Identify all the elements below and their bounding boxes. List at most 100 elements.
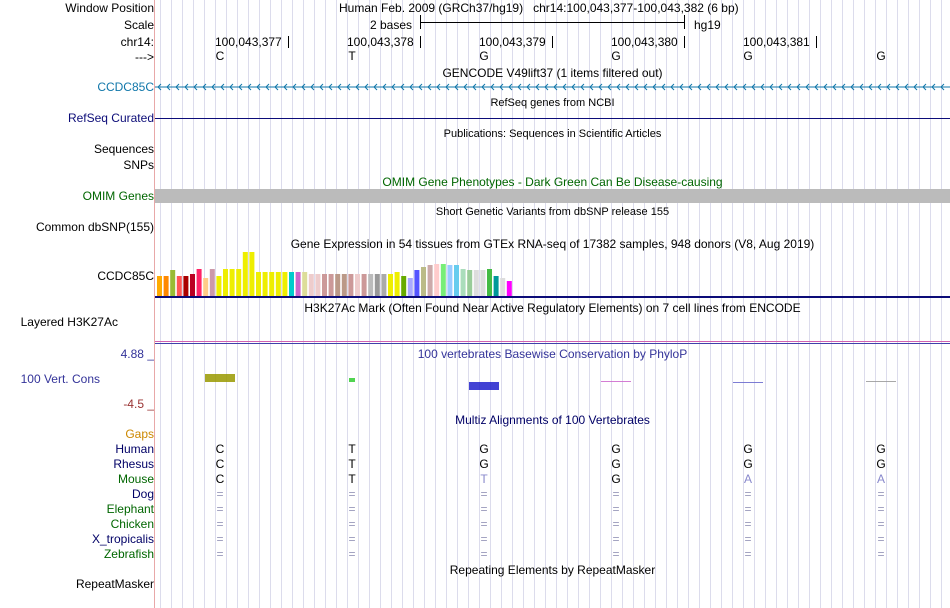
strand-chevron (526, 83, 531, 91)
gtex-tissue-bar (216, 276, 222, 296)
gtex-tissue-bar (348, 274, 354, 296)
grid-line (743, 0, 744, 608)
gencode-track-label[interactable]: CCDC85C (97, 80, 154, 94)
repeatmasker-track-title: Repeating Elements by RepeatMasker (449, 563, 656, 577)
grid-line (171, 0, 172, 608)
gencode-gene-feature[interactable] (155, 81, 950, 93)
grid-line (435, 0, 436, 608)
gtex-tissue-bar (183, 276, 189, 296)
strand-chevron (823, 83, 828, 91)
species-label[interactable]: Chicken (110, 517, 154, 531)
gtex-tissue-bar (427, 265, 433, 296)
species-label[interactable]: Rhesus (113, 457, 154, 471)
chrom-label: chr14: (120, 35, 154, 49)
sequences-track-label[interactable]: Sequences (93, 142, 154, 156)
phylop-score-mark (349, 378, 355, 382)
grid-line (336, 0, 337, 608)
strand-chevron (697, 83, 702, 91)
strand-chevron (157, 83, 162, 91)
phylop-conservation-plot[interactable] (155, 362, 950, 402)
omim-track-label[interactable]: OMIM Genes (82, 189, 154, 203)
species-label[interactable]: Dog (131, 487, 154, 501)
alignment-base: = (480, 532, 488, 546)
strand-chevron (850, 83, 855, 91)
alignment-base: = (877, 487, 885, 501)
grid-line (160, 0, 161, 608)
species-label[interactable]: Elephant (106, 502, 154, 516)
cons-track-label[interactable]: 100 Vert. Cons (20, 372, 100, 386)
grid-line (941, 0, 942, 608)
gtex-tissue-bar (381, 274, 387, 296)
gtex-tissue-bar (394, 272, 400, 296)
alignment-base: = (612, 487, 620, 501)
strand-label[interactable]: ---> (135, 50, 154, 64)
gtex-gene-line (155, 296, 950, 298)
refseq-gene-feature[interactable] (155, 118, 950, 119)
gaps-label[interactable]: Gaps (125, 427, 154, 441)
grid-line (204, 0, 205, 608)
track-image-area[interactable]: Human Feb. 2009 (GRCh37/hg19) chr14:100,… (155, 0, 950, 608)
ruler-coordinate: 100,043,380 (611, 35, 678, 49)
ruler-tick (552, 36, 553, 48)
gtex-tissue-bar (447, 265, 453, 296)
strand-chevron (589, 83, 594, 91)
strand-chevron (742, 83, 747, 91)
strand-chevron (499, 83, 504, 91)
gtex-tissue-bar (308, 274, 314, 296)
h3k27ac-signal-line-2 (155, 343, 950, 344)
alignment-base: = (744, 547, 752, 561)
alignment-base: G (611, 472, 621, 486)
strand-chevron (904, 83, 909, 91)
grid-line (380, 0, 381, 608)
strand-chevron (481, 83, 486, 91)
gtex-tissue-bar (249, 252, 255, 296)
grid-line (721, 0, 722, 608)
alignment-base: = (216, 487, 224, 501)
grid-line (182, 0, 183, 608)
grid-line (292, 0, 293, 608)
strand-chevron (841, 83, 846, 91)
repeatmasker-track-label[interactable]: RepeatMasker (75, 577, 154, 591)
omim-gene-feature[interactable] (155, 189, 950, 203)
strand-chevron (463, 83, 468, 91)
h3k27ac-track-label[interactable]: Layered H3K27Ac (20, 315, 118, 329)
reference-base: T (348, 49, 356, 63)
omim-track-title: OMIM Gene Phenotypes - Dark Green Can Be… (382, 175, 723, 189)
gtex-expression-chart[interactable] (155, 252, 950, 298)
reference-base: G (876, 49, 886, 63)
strand-chevron (913, 83, 918, 91)
scale-label: Scale (123, 18, 154, 32)
h3k27ac-signal-line (155, 341, 950, 342)
gtex-track-label[interactable]: CCDC85C (97, 269, 154, 283)
species-label[interactable]: Zebrafish (103, 547, 154, 561)
species-label[interactable]: Human (115, 442, 154, 456)
refseq-track-label[interactable]: RefSeq Curated (67, 111, 154, 125)
strand-chevron (166, 83, 171, 91)
grid-line (347, 0, 348, 608)
alignment-base: = (348, 532, 356, 546)
snps-track-label[interactable]: SNPs (123, 158, 154, 172)
scale-db: hg19 (694, 18, 721, 32)
species-label[interactable]: Mouse (117, 472, 154, 486)
alignment-base: = (744, 532, 752, 546)
cons-track-title: 100 vertebrates Basewise Conservation by… (417, 347, 688, 361)
grid-line (699, 0, 700, 608)
alignment-base: G (743, 457, 753, 471)
grid-line (369, 0, 370, 608)
ruler-tick (288, 36, 289, 48)
strand-chevron (940, 83, 945, 91)
scale-bar (420, 22, 684, 23)
grid-line (215, 0, 216, 608)
species-label[interactable]: X_tropicalis (91, 532, 154, 546)
strand-chevron (814, 83, 819, 91)
strand-chevron (373, 83, 378, 91)
dbsnp-track-label[interactable]: Common dbSNP(155) (35, 220, 154, 234)
alignment-base: = (744, 517, 752, 531)
strand-chevron (175, 83, 180, 91)
ruler-tick (684, 36, 685, 48)
assembly-name: Human Feb. 2009 (GRCh37/hg19) (339, 1, 524, 15)
strand-chevron (472, 83, 477, 91)
strand-chevron (553, 83, 558, 91)
ruler-tick (816, 36, 817, 48)
grid-line (237, 0, 238, 608)
